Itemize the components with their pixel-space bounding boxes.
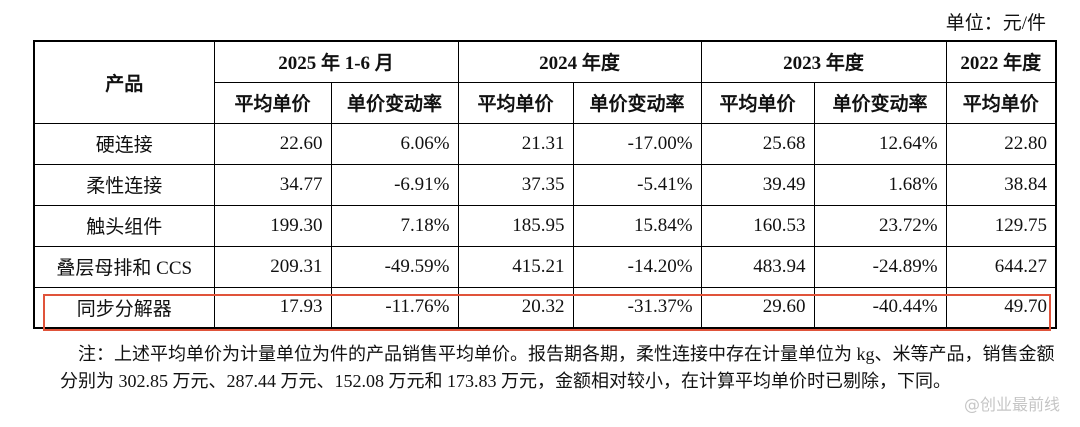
table-row: 触头组件 199.30 7.18% 185.95 15.84% 160.53 23.72% 1…	[33, 204, 1057, 247]
table-cell: 17.93	[213, 286, 332, 329]
table-cell: 129.75	[945, 204, 1057, 247]
table-cell: 37.35	[457, 163, 574, 206]
table-cell: -31.37%	[572, 286, 702, 329]
header-cell: 2025 年 1-6 月	[213, 40, 459, 83]
header-cell: 产品	[33, 40, 215, 124]
table-cell: 483.94	[700, 245, 815, 288]
table-cell: 触头组件	[33, 204, 215, 247]
header-cell: 单价变动率	[572, 81, 702, 124]
table-cell: 22.80	[945, 122, 1057, 165]
watermark: @创业最前线	[963, 395, 1060, 414]
table-body: 硬连接 22.60 6.06% 21.31 -17.00% 25.68 12.64% 22.8…	[33, 122, 1057, 329]
header-cell: 单价变动率	[813, 81, 947, 124]
table-cell: 160.53	[700, 204, 815, 247]
table-cell: -17.00%	[572, 122, 702, 165]
table-cell: 22.60	[213, 122, 332, 165]
header-cell: 平均单价	[700, 81, 815, 124]
table-cell: -11.76%	[330, 286, 459, 329]
table-cell: 34.77	[213, 163, 332, 206]
table-cell: 25.68	[700, 122, 815, 165]
table-cell: 15.84%	[572, 204, 702, 247]
header-cell: 2024 年度	[457, 40, 702, 83]
table-cell: 6.06%	[330, 122, 459, 165]
table-cell: 38.84	[945, 163, 1057, 206]
header-cell: 平均单价	[457, 81, 574, 124]
table-cell: 同步分解器	[33, 286, 215, 329]
footnote: 注：上述平均单价为计量单位为件的产品销售平均单价。报告期各期，柔性连接中存在计量…	[60, 344, 1055, 391]
table-cell: 7.18%	[330, 204, 459, 247]
header-cell: 平均单价	[213, 81, 332, 124]
table-cell: 硬连接	[33, 122, 215, 165]
table-cell: 21.31	[457, 122, 574, 165]
header-row: 平均单价 单价变动率 平均单价 单价变动率 平均单价 单价变动率 平均单价	[34, 81, 1057, 124]
table-cell: -14.20%	[572, 245, 702, 288]
header-cell: 2022 年度	[945, 40, 1057, 83]
table-cell: -40.44%	[813, 286, 947, 329]
table-cell: 209.31	[213, 245, 332, 288]
table-cell: 415.21	[457, 245, 574, 288]
table-row: 叠层母排和 CCS 209.31 -49.59% 415.21 -14.20% 483.9…	[33, 245, 1057, 288]
table-header: 产品 2025 年 1-6 月 2024 年度 2023 年度 2022 年度 平均单价单…	[33, 40, 1057, 124]
header-cell: 单价变动率	[330, 81, 459, 124]
table-cell: 23.72%	[813, 204, 947, 247]
table-cell: 29.60	[700, 286, 815, 329]
table-cell: 20.32	[457, 286, 574, 329]
table-cell: 49.70	[945, 286, 1057, 329]
table-row: 柔性连接 34.77 -6.91% 37.35 -5.41% 39.49 1.68% 38.8…	[33, 163, 1057, 206]
table-cell: -49.59%	[330, 245, 459, 288]
header-cell: 平均单价	[945, 81, 1057, 124]
price-table: 产品 2025 年 1-6 月 2024 年度 2023 年度 2022 年度 平均单价单…	[33, 40, 1058, 329]
unit-label: 单位：元/件	[945, 13, 1046, 34]
table-cell: -24.89%	[813, 245, 947, 288]
table-cell: 12.64%	[813, 122, 947, 165]
header-row: 产品 2025 年 1-6 月 2024 年度 2023 年度 2022 年度	[33, 40, 1057, 124]
table-cell: 39.49	[700, 163, 815, 206]
table-cell: 叠层母排和 CCS	[33, 245, 215, 288]
table-cell: 柔性连接	[33, 163, 215, 206]
table-row: 硬连接 22.60 6.06% 21.31 -17.00% 25.68 12.64% 22.8…	[33, 122, 1057, 165]
table-cell: -6.91%	[330, 163, 459, 206]
table-cell: 185.95	[457, 204, 574, 247]
table-row: 同步分解器 17.93 -11.76% 20.32 -31.37% 29.60 -40.44…	[33, 286, 1057, 329]
table-cell: 1.68%	[813, 163, 947, 206]
table-cell: 199.30	[213, 204, 332, 247]
table-cell: -5.41%	[572, 163, 702, 206]
table-cell: 644.27	[945, 245, 1057, 288]
header-cell: 2023 年度	[700, 40, 947, 83]
